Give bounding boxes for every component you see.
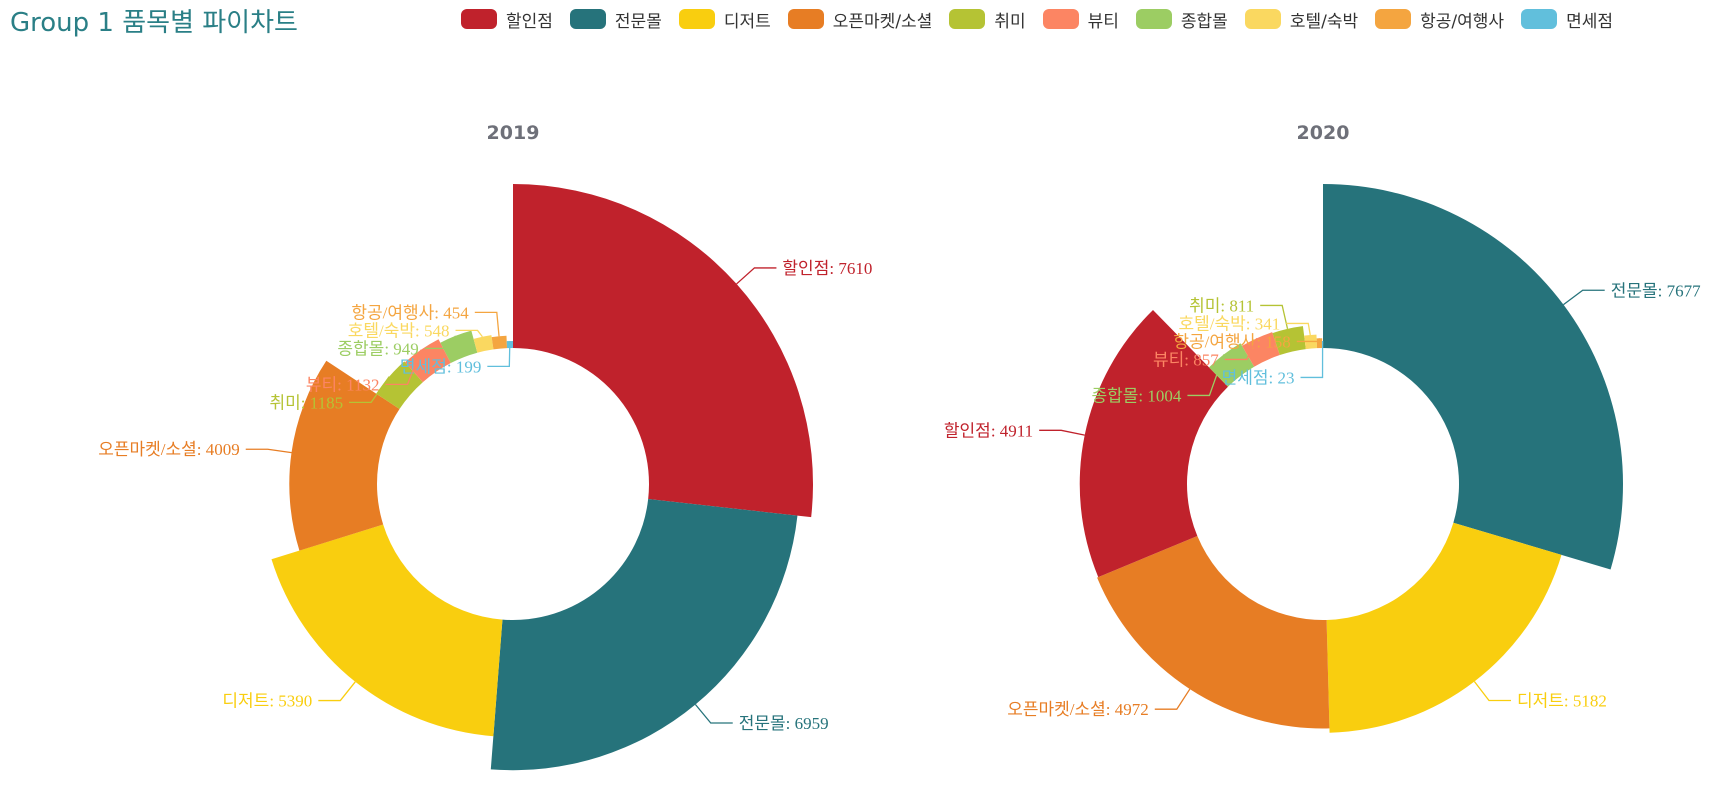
- slice-0[interactable]: [1323, 184, 1623, 570]
- slice-label: 호텔/숙박: 548: [348, 321, 450, 340]
- label-line: [1154, 688, 1191, 710]
- slice-8[interactable]: [1316, 338, 1323, 349]
- legend-item-dessert[interactable]: 디저트: [678, 7, 771, 32]
- legend-label: 호텔/숙박: [1289, 11, 1359, 32]
- label-line: [424, 335, 457, 350]
- slice-label: 할인점: 7610: [782, 259, 872, 278]
- rose-chart-2019: 2019 할인점: 7610 전문몰: 6959 항공/여행사: 454호텔/숙박: …: [98, 122, 872, 771]
- legend-item-airline[interactable]: 항공/여행사: [1375, 7, 1504, 32]
- legend-swatch: [1042, 9, 1079, 29]
- legend-swatch: [461, 9, 497, 29]
- label-line: [474, 311, 500, 337]
- slice-label: 전문몰: 6959: [739, 714, 829, 733]
- label-line: [349, 376, 390, 404]
- legend-label: 오픈마켓/소셜: [832, 11, 933, 32]
- legend-swatch: [787, 9, 824, 29]
- legend-label: 전문몰: [614, 11, 662, 32]
- legend-label: 디저트: [723, 11, 771, 32]
- slice-5[interactable]: [405, 339, 451, 383]
- slice-0[interactable]: [513, 184, 814, 518]
- legend: 할인점 전문몰 디저트 오픈마켓/소셜 취미 뷰티 종합몰 호텔/숙박 항공/여…: [461, 4, 1613, 34]
- label-line: [1260, 304, 1289, 329]
- legend-swatch: [569, 9, 606, 29]
- label-line: [455, 329, 483, 338]
- legend-item-discount[interactable]: 할인점: [461, 7, 553, 32]
- slice-label: 오픈마켓/소셜: 4009: [98, 440, 240, 459]
- legend-swatch: [1244, 9, 1281, 29]
- legend-item-general-mall[interactable]: 종합몰: [1135, 7, 1228, 32]
- label-line: [245, 448, 292, 454]
- legend-swatch: [678, 9, 715, 29]
- legend-item-openmarket[interactable]: 오픈마켓/소셜: [787, 7, 933, 32]
- legend-label: 종합몰: [1180, 11, 1228, 32]
- slice-label: 호텔/숙박: 341: [1178, 314, 1280, 333]
- label-line: [694, 704, 733, 724]
- slice-label: 할인점: 4911: [944, 421, 1033, 440]
- slice-label: 전문몰: 7677: [1611, 281, 1701, 300]
- legend-label: 면세점: [1566, 11, 1613, 32]
- label-line: [1473, 681, 1511, 702]
- slice-label: 면세점: 199: [400, 357, 481, 376]
- label-line: [1224, 337, 1258, 361]
- slice-label: 항공/여행사: 158: [1173, 332, 1290, 351]
- legend-item-hotel[interactable]: 호텔/숙박: [1244, 7, 1359, 32]
- legend-swatch: [1135, 9, 1172, 29]
- legend-swatch: [1521, 9, 1558, 29]
- slice-2[interactable]: [271, 524, 503, 737]
- slice-label: 면세점: 23: [1222, 368, 1295, 387]
- slice-label: 디저트: 5182: [1517, 692, 1607, 711]
- slice-label: 뷰티: 857: [1153, 350, 1219, 369]
- slice-3[interactable]: [1079, 309, 1228, 578]
- label-line: [1187, 354, 1225, 397]
- legend-label: 항공/여행사: [1420, 11, 1505, 32]
- slice-label: 취미: 811: [1189, 296, 1254, 315]
- label-line: [1563, 289, 1605, 306]
- slice-label: 취미: 1185: [269, 393, 343, 412]
- slice-label: 뷰티: 1132: [306, 375, 380, 394]
- legend-swatch: [1375, 9, 1412, 29]
- slice-label: 디저트: 5390: [222, 692, 312, 711]
- slice-2[interactable]: [1097, 536, 1330, 729]
- slice-label: 항공/여행사: 454: [351, 303, 469, 322]
- slice-6[interactable]: [1272, 326, 1306, 356]
- slice-3[interactable]: [289, 360, 400, 551]
- slice-8[interactable]: [491, 335, 508, 350]
- legend-label: 취미: [994, 11, 1026, 32]
- label-line: [736, 267, 777, 285]
- label-line: [1300, 340, 1324, 379]
- slice-5[interactable]: [1241, 332, 1280, 367]
- slice-label: 오픈마켓/소셜: 4972: [1007, 700, 1149, 719]
- label-line: [1286, 322, 1311, 336]
- slice-1[interactable]: [1326, 522, 1562, 733]
- label-line: [318, 681, 356, 702]
- chart-subtitle: 2019: [487, 122, 540, 144]
- slice-6[interactable]: [440, 330, 478, 364]
- slice-7[interactable]: [473, 335, 494, 353]
- legend-swatch: [949, 9, 986, 29]
- slice-label: 종합몰: 1004: [1092, 386, 1182, 405]
- label-line: [487, 341, 511, 368]
- label-line: [1039, 429, 1085, 436]
- legend-item-hobby[interactable]: 취미: [949, 7, 1026, 32]
- label-line: [385, 349, 422, 386]
- label-line: [1296, 338, 1321, 343]
- legend-label: 뷰티: [1087, 11, 1119, 32]
- slice-label: 종합몰: 949: [337, 339, 418, 358]
- slice-1[interactable]: [490, 499, 798, 771]
- slice-4[interactable]: [1209, 343, 1255, 387]
- legend-label: 할인점: [506, 11, 553, 32]
- chart-subtitle: 2020: [1297, 122, 1350, 144]
- chart-title: Group 1 품목별 파이차트: [10, 8, 298, 38]
- legend-item-dutyfree[interactable]: 면세점: [1521, 7, 1613, 32]
- legend-item-specialty[interactable]: 전문몰: [569, 7, 662, 32]
- legend-item-beauty[interactable]: 뷰티: [1042, 7, 1119, 32]
